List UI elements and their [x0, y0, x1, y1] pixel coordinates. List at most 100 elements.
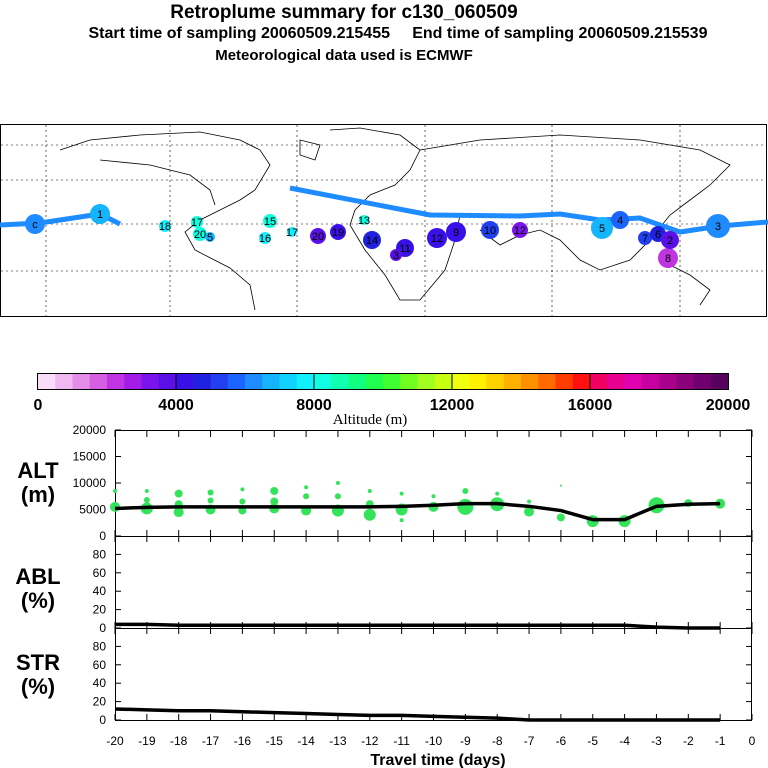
map-marker-label: 19 — [332, 227, 344, 239]
colorbar-cell — [176, 374, 194, 389]
colorbar-cell — [624, 374, 643, 389]
y-tick-marks — [115, 429, 752, 721]
abl-unit: (%) — [21, 588, 55, 613]
colorbar-cell — [417, 374, 436, 389]
x-tick-label: -18 — [170, 734, 188, 748]
alt-y-tick-label: 5000 — [79, 503, 106, 517]
map-marker-label: 8 — [665, 253, 671, 265]
colorbar-cell — [107, 374, 125, 389]
colorbar-cell — [348, 374, 367, 389]
alt-scatter-point — [399, 518, 404, 523]
colorbar-cell — [72, 374, 91, 389]
map-marker-label: 3 — [393, 250, 399, 262]
colorbar-cells — [38, 374, 729, 389]
map-marker — [661, 231, 679, 249]
colorbar-cell — [469, 374, 487, 389]
map-marker-label: 10 — [484, 225, 496, 237]
colorbar-cell — [210, 374, 229, 389]
map-marker-label: 17 — [286, 227, 298, 239]
x-tick-label: -16 — [234, 734, 252, 748]
alt-scatter-point — [367, 488, 372, 493]
map-marker-label: 15 — [264, 216, 276, 228]
colorbar-cell — [555, 374, 574, 389]
x-tick-labels: -20 -19 -18 -17 -16 -15 -14 -13 -12 -11 -10 -9 -8 -7-… — [106, 734, 755, 748]
colorbar-tick-label: 16000 — [568, 397, 613, 414]
x-tick-label: 0 — [749, 734, 756, 748]
colorbar-labels: 0 4000 8000 12000 16000 20000 — [34, 397, 751, 414]
sampling-times: Start time of sampling 20060509.215455 E… — [88, 25, 708, 42]
abl-label: ABL — [15, 564, 60, 589]
alt-scatter-point — [334, 493, 341, 500]
x-tick-label: -5 — [587, 734, 598, 748]
map-marker-label: 5 — [207, 232, 213, 244]
colorbar-tick-label: 12000 — [430, 397, 475, 414]
colorbar-title: Altitude (m) — [333, 412, 408, 428]
abl-y-tick-label: 80 — [93, 547, 107, 561]
map-marker-label: 13 — [358, 215, 370, 227]
map-marker — [363, 231, 381, 249]
alt-scatter-point — [113, 488, 117, 493]
colorbar-cell — [538, 374, 556, 389]
x-tick-label: -15 — [266, 734, 284, 748]
map-marker-label: 11 — [399, 243, 410, 255]
alt-scatter-point — [239, 498, 246, 505]
map-marker-label: 4 — [617, 215, 623, 227]
map-marker-label: 20 — [312, 231, 324, 243]
alt-scatter-point — [556, 513, 565, 522]
str-y-tick-label: 0 — [99, 713, 106, 727]
colorbar-cell — [296, 374, 315, 389]
chart-title: Retroplume summary for c130_060509 — [170, 2, 518, 23]
alt-y-tick-label: 10000 — [73, 476, 107, 490]
alt-label: ALT — [17, 458, 59, 483]
map-marker — [390, 249, 402, 261]
alt-y-tick-label: 20000 — [73, 423, 107, 437]
map-marker — [481, 221, 499, 239]
colorbar-cell — [124, 374, 142, 389]
alt-scatter-point — [462, 487, 469, 494]
colorbar-cell — [89, 374, 108, 389]
map-marker — [512, 222, 528, 238]
map-marker-label: 20 — [194, 229, 206, 241]
colorbar-cell — [193, 374, 211, 389]
alt-series-line — [114, 501, 721, 522]
colorbar-cell — [400, 374, 418, 389]
colorbar-cell — [452, 374, 470, 389]
x-tick-label: -2 — [683, 734, 694, 748]
colorbar-cell — [659, 374, 677, 389]
colorbar-cell — [279, 374, 298, 389]
colorbar-cell — [521, 374, 539, 389]
alt-scatter-point — [270, 486, 279, 495]
colorbar-cell — [434, 374, 453, 389]
map-marker — [25, 214, 45, 234]
map-marker — [638, 231, 652, 245]
map-marker — [159, 220, 171, 232]
map-marker — [591, 217, 613, 239]
x-tick-marks — [114, 430, 753, 720]
str-y-tick-label: 80 — [93, 639, 107, 653]
map-marker — [205, 232, 215, 242]
str-unit: (%) — [21, 674, 55, 699]
colorbar-cell — [245, 374, 263, 389]
colorbar-cell — [55, 374, 73, 389]
altitude-colorbar: 0 4000 8000 12000 16000 20000 Altitude (m) — [34, 373, 751, 428]
map-marker-label: 7 — [642, 233, 648, 245]
map-marker — [263, 214, 277, 228]
colorbar-cell — [38, 374, 56, 389]
alt-scatter-point — [303, 493, 310, 500]
str-label: STR — [16, 650, 60, 675]
x-tick-label: -6 — [556, 734, 567, 748]
alt-scatter-point — [527, 499, 532, 504]
map-marker-label: 2 — [667, 235, 673, 247]
alt-scatter-point — [240, 487, 245, 492]
colorbar-cell — [486, 374, 505, 389]
map-marker-label: 3 — [715, 221, 721, 233]
alt-scatter-point — [363, 508, 376, 521]
met-data-line: Meteorological data used is ECMWF — [215, 47, 473, 64]
colorbar-tick-label: 0 — [34, 397, 43, 414]
alt-scatter-point — [495, 491, 500, 496]
x-tick-label: -4 — [619, 734, 630, 748]
map-marker-label: c — [32, 219, 38, 231]
colorbar-cell — [676, 374, 694, 389]
map-marker — [90, 204, 110, 224]
